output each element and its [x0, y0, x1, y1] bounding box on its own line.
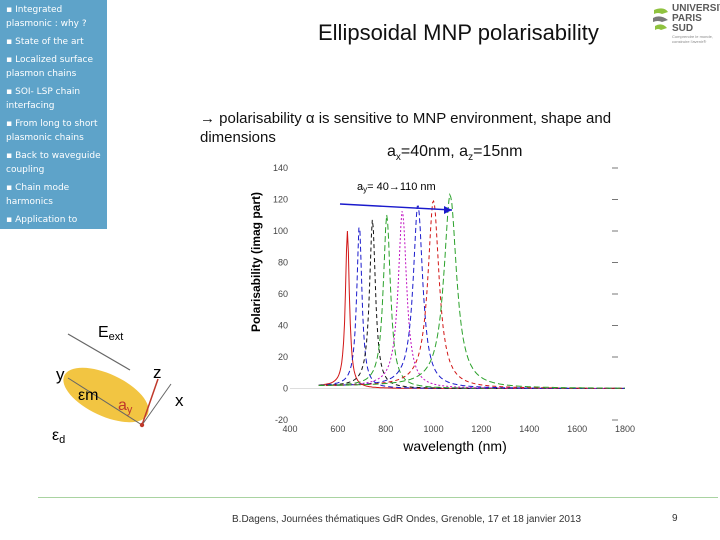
y-axis-label: Polarisability (imag part)	[249, 192, 263, 332]
y-tick-label: 80	[278, 258, 288, 268]
dimensions-label: ax=40nm, az=15nm	[387, 143, 522, 163]
y-tick-label: 140	[273, 163, 288, 173]
page-number: 9	[672, 513, 678, 524]
sidebar-item: ▪ Chain mode harmonics	[0, 181, 107, 209]
sidebar-item-label: Localized surface plasmon chains	[6, 55, 94, 79]
az-label: a	[459, 143, 469, 160]
z-axis-arrow	[141, 378, 159, 426]
bullet-icon: ▪	[6, 37, 13, 47]
university-logo: UNIVERSITÉ PARIS SUD Comprendre le monde…	[650, 2, 720, 50]
series-line-60nm	[318, 219, 625, 389]
annotation-arrowhead	[444, 206, 452, 214]
logo-mark-icon	[653, 8, 668, 30]
y-tick-label: 40	[278, 321, 288, 331]
x-tick-label: 1200	[471, 424, 491, 434]
x-tick-label: 600	[330, 424, 345, 434]
sidebar-item-label: Application to biosensing	[6, 215, 78, 239]
ay-label: ay	[118, 397, 133, 416]
series-line-80nm	[318, 211, 625, 389]
sidebar-item: ▪ Application to biosensing	[0, 213, 107, 241]
bullet-icon: ▪	[6, 119, 13, 129]
sidebar-item-label: SOI- LSP chain interfacing	[6, 87, 81, 111]
sidebar-item: ▪ Back to waveguide coupling	[0, 149, 107, 177]
y-tick-label: -20	[275, 415, 288, 425]
ed-label: εd	[52, 427, 65, 446]
y-tick-label: 60	[278, 289, 288, 299]
e-ext-label: Eext	[98, 324, 123, 343]
ellipsoid-diagram: Eext y z x εm ay εd	[52, 324, 184, 446]
bullet-icon: ▪	[6, 5, 13, 15]
ax-value: =40nm,	[400, 143, 460, 160]
az-sub: z	[468, 152, 474, 164]
sidebar-item-label: From long to short plasmonic chains	[6, 119, 98, 143]
sidebar-item-label: Integrated plasmonic : why ?	[6, 5, 87, 29]
y-tick-label: 0	[283, 384, 288, 394]
x-tick-label: 1600	[567, 424, 587, 434]
sidebar-item-label: Back to waveguide coupling	[6, 151, 101, 175]
ellipsoid-shape	[63, 367, 149, 423]
series-line-70nm	[318, 214, 625, 389]
y-axis-label: y	[56, 365, 65, 384]
y-tick-label: 120	[273, 195, 288, 205]
x-tick-label: 1000	[424, 424, 444, 434]
body-sentence: polarisability α is sensitive to MNP env…	[200, 110, 612, 146]
az-value: =15nm	[473, 143, 523, 160]
origin-point	[139, 422, 145, 428]
sidebar-item-label: State of the art	[15, 37, 84, 47]
sidebar-list: ▪ Integrated plasmonic : why ? ▪ State of t…	[0, 0, 107, 241]
footer-text: B.Dagens, Journées thématiques GdR Ondes…	[232, 514, 582, 525]
x-tick-label: 400	[282, 424, 297, 434]
body-text: → polarisability α is sensitive to MNP e…	[200, 109, 670, 147]
ax-sub: x	[395, 152, 401, 164]
chart-series	[318, 192, 625, 389]
sidebar-item: ▪ From long to short plasmonic chains	[0, 117, 107, 145]
series-line-110nm	[318, 192, 625, 389]
series-line-90nm	[318, 205, 625, 389]
logo-text: UNIVERSITÉ PARIS SUD	[672, 3, 720, 34]
e-ext-arrow	[67, 333, 131, 371]
slide-title: Ellipsoidal MNP polarisability	[318, 20, 599, 45]
bullet-icon: ▪	[6, 55, 13, 65]
z-axis-label: z	[153, 363, 162, 382]
sidebar-item-label: Chain mode harmonics	[6, 183, 70, 207]
x-tick-label: 1800	[615, 424, 635, 434]
x-axis-line	[141, 383, 172, 426]
logo-tagline: Comprendre le monde, construire l'avenir…	[672, 34, 713, 44]
series-line-50nm	[318, 227, 625, 389]
footer-divider	[38, 497, 718, 498]
y-tick-label: 20	[278, 352, 288, 362]
x-axis-label: wavelength (nm)	[402, 438, 507, 454]
chart-ticks: -20 0 20 40 60 80 100 120 140 400 600 800 1000 1200 14…	[273, 163, 635, 434]
annotation-arrow	[339, 203, 453, 211]
series-line-40nm	[318, 230, 625, 389]
ax-label: a	[387, 143, 396, 160]
em-label: εm	[78, 387, 98, 404]
x-tick-label: 1400	[519, 424, 539, 434]
bullet-icon: ▪	[6, 215, 13, 225]
sidebar: ▪ Integrated plasmonic : why ? ▪ State of t…	[0, 0, 107, 239]
x-axis-label: x	[175, 391, 184, 410]
sidebar-item: ▪ Localized surface plasmon chains	[0, 53, 107, 81]
polarisability-chart: -20 0 20 40 60 80 100 120 140 400 600 800 1000 1200 14…	[249, 163, 635, 454]
bullet-icon: ▪	[6, 183, 13, 193]
bullet-icon: ▪	[6, 87, 13, 97]
bullet-icon: ▪	[6, 151, 13, 161]
series-line-100nm	[318, 199, 625, 389]
sidebar-item: ▪ State of the art	[0, 35, 107, 49]
arrow-icon: →	[200, 110, 215, 127]
chart-annotation: ay= 40→110 nm	[357, 181, 436, 194]
y-tick-label: 100	[273, 226, 288, 236]
sidebar-item: ▪ Integrated plasmonic : why ?	[0, 3, 107, 31]
x-tick-label: 800	[378, 424, 393, 434]
axis-line	[67, 377, 143, 426]
sidebar-item: ▪ SOI- LSP chain interfacing	[0, 85, 107, 113]
